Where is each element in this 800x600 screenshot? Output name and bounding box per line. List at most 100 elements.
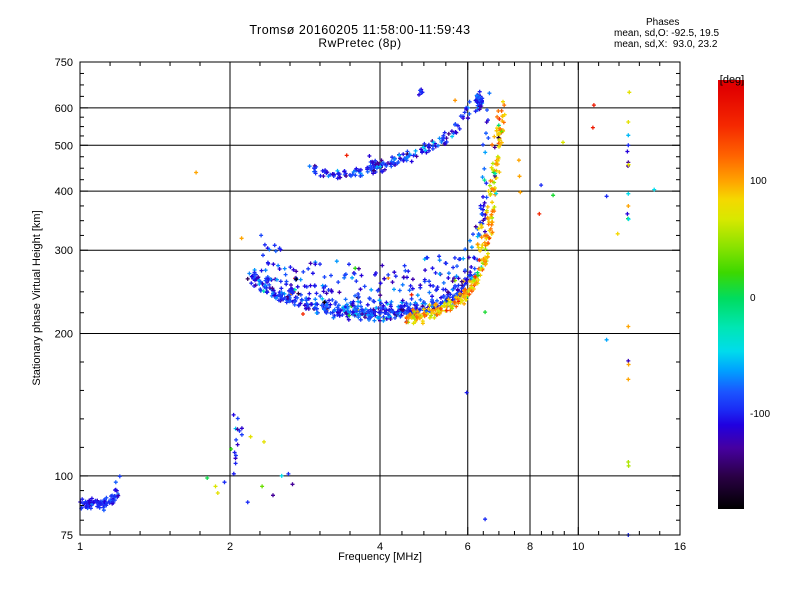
data-point	[496, 109, 501, 113]
colorbar-gradient	[718, 80, 744, 509]
data-point	[425, 255, 430, 260]
data-point	[422, 141, 427, 146]
x-tick-label: 4	[377, 541, 383, 553]
data-point	[384, 316, 389, 321]
data-point	[445, 302, 450, 307]
data-point	[314, 311, 319, 315]
data-point	[626, 162, 631, 167]
data-point	[262, 242, 267, 247]
data-point	[450, 134, 455, 139]
data-point	[490, 209, 495, 214]
data-point	[239, 426, 244, 431]
phase-stats-x-line: mean, sd,X: 93.0, 23.2	[614, 39, 718, 50]
data-point	[475, 242, 480, 247]
data-point	[453, 98, 458, 103]
data-point	[479, 104, 484, 109]
phase-stats-heading: Phases	[646, 17, 680, 28]
data-point	[256, 275, 261, 280]
data-point	[417, 92, 421, 97]
data-point	[470, 285, 475, 290]
data-point	[365, 165, 370, 170]
data-point	[233, 461, 238, 466]
data-point	[478, 220, 483, 225]
x-tick-label: 2	[227, 541, 233, 553]
data-point	[483, 216, 487, 221]
data-point	[306, 296, 311, 301]
data-point	[288, 288, 293, 293]
data-point	[421, 300, 426, 304]
data-point	[469, 289, 474, 294]
data-point	[485, 204, 490, 209]
data-point	[232, 450, 237, 455]
data-point	[400, 282, 405, 287]
data-point	[499, 129, 504, 134]
data-point	[398, 156, 403, 161]
data-point	[591, 103, 596, 108]
data-point	[404, 301, 409, 306]
data-point	[489, 212, 494, 217]
data-point	[437, 258, 442, 263]
data-point	[473, 109, 478, 114]
data-point	[561, 140, 565, 145]
data-point	[229, 447, 234, 451]
data-point	[453, 130, 458, 134]
data-point	[369, 287, 374, 292]
data-point	[409, 292, 414, 297]
data-point	[463, 268, 468, 273]
data-point	[427, 290, 432, 295]
data-point	[455, 264, 459, 269]
colorbar-tick-label: 100	[750, 175, 767, 187]
data-point	[331, 172, 335, 177]
data-point	[261, 289, 266, 294]
data-point	[490, 200, 495, 205]
data-point	[90, 502, 94, 507]
data-point	[485, 215, 490, 220]
data-point	[356, 294, 361, 299]
data-point	[411, 321, 416, 326]
data-point	[296, 303, 301, 308]
data-point	[213, 484, 218, 489]
data-point	[258, 279, 263, 284]
data-point	[392, 287, 396, 292]
data-point	[94, 499, 99, 504]
data-point	[397, 153, 402, 158]
data-point	[356, 304, 360, 309]
data-point	[378, 281, 383, 286]
data-point	[84, 504, 89, 509]
data-point	[320, 296, 325, 301]
data-point	[272, 293, 277, 298]
y-tick-label: 75	[61, 530, 73, 542]
data-point	[386, 161, 390, 165]
data-point	[264, 285, 269, 290]
data-point	[429, 313, 434, 318]
data-point	[481, 207, 485, 212]
data-point	[472, 277, 477, 282]
data-point	[441, 280, 446, 285]
data-point	[487, 91, 492, 96]
data-point	[441, 294, 446, 299]
data-point	[469, 265, 474, 269]
data-point	[404, 320, 409, 325]
data-point	[486, 136, 491, 140]
data-point	[481, 194, 485, 199]
data-point	[481, 142, 485, 147]
data-point	[379, 158, 384, 163]
data-point	[295, 295, 300, 300]
data-point	[371, 299, 376, 303]
data-point	[461, 256, 466, 261]
data-point	[433, 302, 438, 306]
data-point	[377, 310, 381, 315]
data-point	[104, 495, 109, 500]
data-point	[488, 191, 493, 196]
data-point	[551, 193, 556, 198]
data-point	[479, 235, 484, 240]
data-point	[302, 284, 307, 289]
data-point	[318, 173, 323, 178]
data-point	[284, 279, 289, 284]
data-point	[401, 152, 406, 157]
data-point	[477, 89, 482, 94]
data-point	[356, 266, 361, 271]
data-point	[439, 140, 444, 144]
data-point	[359, 273, 364, 278]
data-point	[483, 212, 488, 217]
